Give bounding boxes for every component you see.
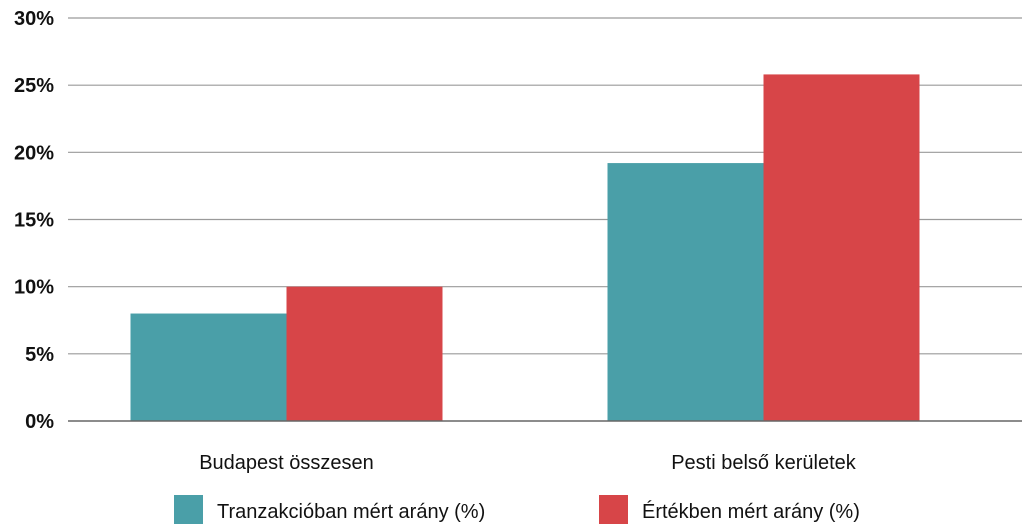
y-tick-label: 20%: [14, 142, 54, 164]
x-axis-categories: Budapest összesen Pesti belső kerületek: [199, 452, 857, 474]
bars: [130, 74, 920, 422]
y-tick-label: 5%: [25, 344, 54, 366]
y-axis-ticks: 0% 5% 10% 15% 20% 25% 30%: [14, 8, 54, 433]
bar-tranzakcio-1: [607, 163, 764, 421]
legend-label: Tranzakcióban mért arány (%): [217, 501, 485, 523]
legend-swatch: [599, 495, 628, 524]
y-tick-label: 10%: [14, 277, 54, 299]
legend-swatch: [174, 495, 203, 524]
legend-item: Értékben mért arány (%): [599, 495, 860, 524]
y-tick-label: 30%: [14, 8, 54, 30]
bar-tranzakcio-0: [130, 313, 287, 421]
legend-item: Tranzakcióban mért arány (%): [174, 495, 485, 524]
y-tick-label: 0%: [25, 411, 54, 433]
legend: Tranzakcióban mért arány (%) Értékben mér…: [174, 495, 860, 524]
legend-label: Értékben mért arány (%): [642, 500, 860, 523]
bar-ertek-0: [286, 286, 443, 421]
y-tick-label: 15%: [14, 210, 54, 232]
y-tick-label: 25%: [14, 75, 54, 97]
bar-ertek-1: [763, 74, 920, 422]
x-category-label: Pesti belső kerületek: [671, 452, 857, 474]
x-category-label: Budapest összesen: [199, 452, 374, 474]
